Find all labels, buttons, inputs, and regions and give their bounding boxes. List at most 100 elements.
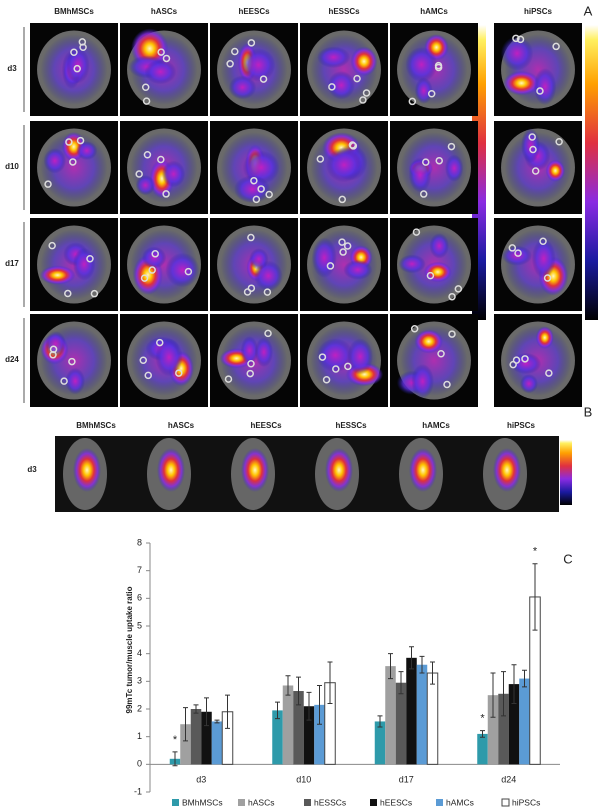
- scan-signal: [144, 59, 177, 85]
- scan-bone: [531, 167, 540, 175]
- scan-bone: [529, 145, 537, 154]
- error-bar: [532, 563, 538, 631]
- scan-signal: [155, 338, 183, 377]
- error-bar: [398, 671, 404, 695]
- scan-signal: [350, 46, 378, 77]
- scan-bone: [508, 244, 517, 252]
- error-bar: [511, 664, 517, 704]
- scan-bone: [65, 138, 73, 146]
- scan-bone: [68, 357, 76, 366]
- legend-label: BMhMSCs: [182, 797, 223, 807]
- error-bar: [501, 671, 506, 717]
- scan-bone: [157, 48, 165, 56]
- scan-bone: [545, 369, 553, 377]
- scan-bone: [454, 285, 463, 293]
- scan-signal: [521, 127, 540, 164]
- y-tick-label: -1: [134, 786, 142, 796]
- panel-label: B: [584, 404, 593, 419]
- column-label: BMhMSCs: [54, 7, 94, 16]
- row-label: d10: [5, 162, 19, 171]
- scan-bone: [528, 133, 536, 141]
- scan-bone: [338, 238, 346, 246]
- scan-bone: [79, 43, 87, 51]
- scan-signal: [520, 374, 538, 394]
- error-bar: [490, 672, 496, 718]
- y-tick-label: 5: [137, 620, 142, 630]
- error-bar: [193, 704, 199, 714]
- bar: [272, 710, 283, 765]
- scan-signal: [141, 246, 167, 269]
- scan-bone: [73, 64, 81, 73]
- scan-bone: [263, 288, 272, 296]
- x-tick-label: d24: [501, 775, 516, 785]
- scan-signal: [73, 448, 101, 492]
- scan-signal: [157, 448, 185, 492]
- panel-label: C: [563, 551, 572, 566]
- scan-bone: [224, 375, 233, 383]
- scan-signal: [531, 238, 556, 279]
- scan-bone: [422, 158, 430, 166]
- scan-bone: [437, 350, 445, 358]
- y-tick-label: 4: [137, 648, 142, 658]
- legend-label: hiPSCs: [512, 797, 540, 807]
- scan-signal: [241, 48, 276, 82]
- scan-bone: [70, 48, 78, 57]
- scan-bone: [76, 136, 85, 145]
- scan-bone: [348, 141, 357, 149]
- scan-signal: [445, 154, 464, 182]
- color-scale: [560, 440, 572, 505]
- scan-signal: [234, 175, 271, 204]
- annotation: *: [480, 712, 485, 724]
- scan-bone: [316, 155, 325, 163]
- legend-swatch: [172, 799, 179, 806]
- column-label: hESSCs: [335, 421, 367, 430]
- error-bar: [409, 646, 414, 670]
- bar: [293, 691, 304, 765]
- error-bar: [388, 653, 393, 680]
- bar: [314, 704, 325, 765]
- y-tick-label: 7: [137, 565, 142, 575]
- scan-bone: [49, 351, 57, 359]
- scan-bone: [512, 34, 520, 43]
- scan-bone: [448, 330, 456, 338]
- row-label: d17: [5, 259, 19, 268]
- scan-bone: [555, 138, 563, 146]
- scan-bone: [247, 39, 256, 47]
- scan-signal: [405, 47, 438, 83]
- scan-signal: [316, 338, 354, 373]
- scan-signal: [241, 448, 269, 492]
- scan-bone: [48, 241, 56, 250]
- bar: [508, 684, 520, 765]
- error-bar: [172, 751, 178, 767]
- legend-swatch: [370, 799, 377, 806]
- error-bar: [419, 655, 425, 674]
- scan-bone: [443, 380, 451, 389]
- scan-signal: [325, 448, 353, 492]
- scan-bone: [509, 360, 517, 369]
- scan-bone: [514, 249, 522, 257]
- scan-signal: [161, 160, 186, 188]
- bar: [282, 685, 294, 765]
- scan-signal: [493, 448, 521, 492]
- scan-bone: [426, 271, 435, 280]
- scan-bone: [140, 274, 149, 282]
- scan-bone: [434, 63, 443, 72]
- x-tick-label: d3: [196, 775, 206, 785]
- scan-bone: [448, 292, 456, 301]
- error-bar: [225, 694, 230, 729]
- x-tick-label: d10: [296, 775, 311, 785]
- scan-bone: [332, 365, 340, 373]
- scan-bone: [184, 267, 193, 276]
- error-bar: [296, 676, 301, 706]
- bar: [395, 682, 407, 765]
- error-bar: [430, 661, 435, 685]
- scan-bone: [64, 289, 72, 298]
- scan-signal: [316, 46, 351, 69]
- scan-bone: [151, 250, 159, 258]
- scan-bone: [142, 97, 151, 105]
- legend-label: hASCs: [248, 797, 274, 807]
- bar: [406, 657, 417, 765]
- scan-bone: [552, 42, 560, 51]
- error-bar: [327, 661, 333, 704]
- column-label: hiPSCs: [507, 421, 536, 430]
